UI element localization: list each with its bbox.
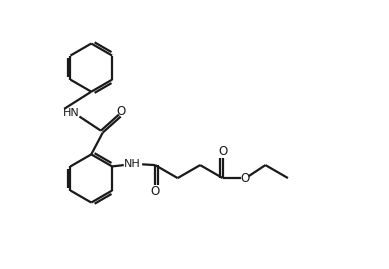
Text: HN: HN <box>63 108 79 118</box>
Text: O: O <box>151 185 160 198</box>
Text: O: O <box>117 105 126 118</box>
Text: O: O <box>218 145 227 158</box>
Text: O: O <box>240 172 249 185</box>
Text: NH: NH <box>124 159 140 169</box>
